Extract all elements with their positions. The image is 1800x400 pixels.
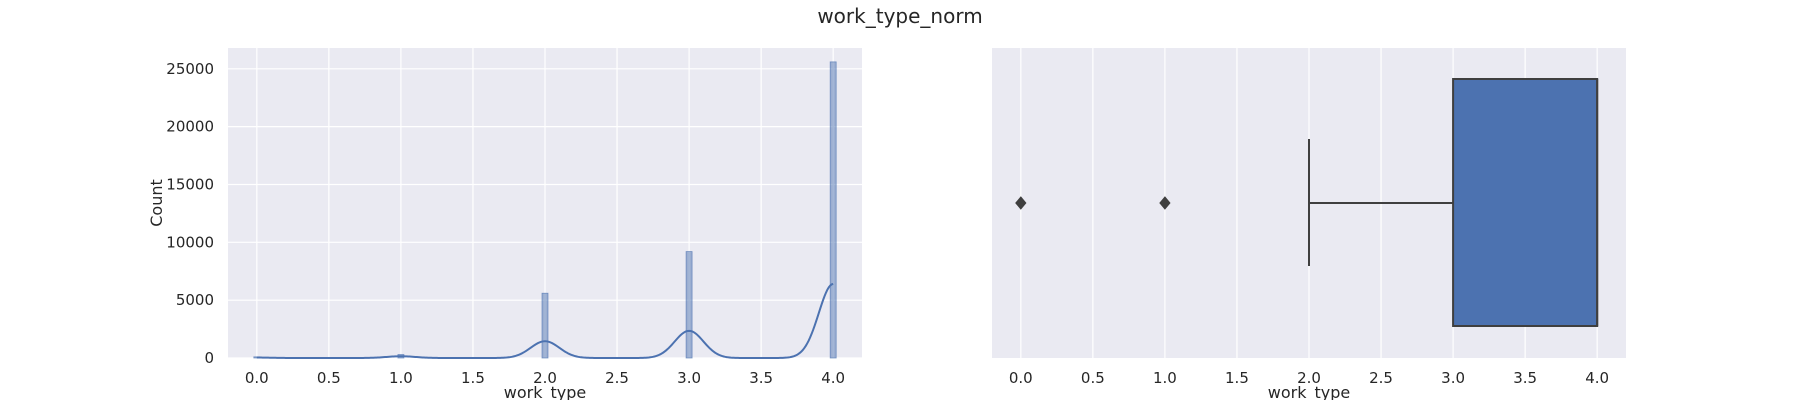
x-axis-label: work_type <box>1268 383 1350 400</box>
outlier-point <box>1159 196 1171 210</box>
x-tick-label: 2.0 <box>1297 369 1321 387</box>
x-tick-label: 0.0 <box>245 369 269 387</box>
histogram-bar <box>829 61 837 359</box>
x-tick-label: 2.0 <box>533 369 557 387</box>
x-tick-label: 0.5 <box>1081 369 1105 387</box>
x-tick-label: 1.0 <box>1153 369 1177 387</box>
y-tick-label: 5000 <box>176 291 214 309</box>
x-tick-label: 1.5 <box>461 369 485 387</box>
x-tick-label: 3.5 <box>1513 369 1537 387</box>
kde-line <box>256 282 834 359</box>
boxplot-panel: 0.0 0.5 1.0 1.5 2.0 2.5 3.0 3.5 4.0 work_type <box>992 48 1626 400</box>
outlier-point <box>1015 196 1027 210</box>
x-tick-label: 3.0 <box>677 369 701 387</box>
x-tick-label: 0.5 <box>317 369 341 387</box>
x-tick-label: 4.0 <box>1585 369 1609 387</box>
x-tick-label: 2.5 <box>605 369 629 387</box>
histogram-bar <box>685 251 693 359</box>
y-tick-label: 15000 <box>166 175 214 193</box>
y-tick-label: 0 <box>204 349 214 367</box>
y-tick-label: 25000 <box>166 60 214 78</box>
box <box>1452 78 1599 327</box>
x-tick-label: 4.0 <box>821 369 845 387</box>
y-tick-label: 10000 <box>166 233 214 251</box>
y-tick-label: 20000 <box>166 118 214 136</box>
y-axis-label: Count <box>147 179 166 227</box>
x-axis-label: work_type <box>504 383 586 400</box>
x-tick-label: 2.5 <box>1369 369 1393 387</box>
figure-title: work_type_norm <box>817 4 982 28</box>
x-tick-label: 3.5 <box>749 369 773 387</box>
x-tick-label: 0.0 <box>1009 369 1033 387</box>
histogram-bar <box>541 292 549 359</box>
histogram-panel: 0.0 0.5 1.0 1.5 2.0 2.5 3.0 3.5 4.0 0 5000 10000 150… <box>147 48 862 400</box>
x-tick-label: 1.5 <box>1225 369 1249 387</box>
x-tick-label: 1.0 <box>389 369 413 387</box>
x-tick-label: 3.0 <box>1441 369 1465 387</box>
